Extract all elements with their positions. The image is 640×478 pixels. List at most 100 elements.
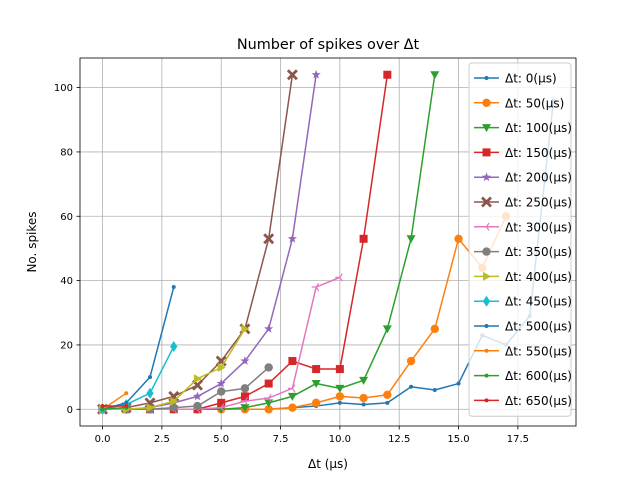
legend-item: Δt: 650(μs) [474,394,572,408]
legend-label: Δt: 600(μs) [505,369,572,383]
legend-item: Δt: 400(μs) [474,270,572,284]
x-tick-label: 17.5 [507,434,529,445]
data-point [191,379,203,391]
legend-label: Δt: 450(μs) [505,295,572,309]
data-point [217,398,226,407]
data-point [264,379,273,388]
data-point [263,233,275,245]
data-point [170,341,178,353]
legend-swatch-marker [482,124,491,133]
x-axis-label: Δt (μs) [308,457,348,471]
data-point [264,324,274,333]
data-point [337,400,342,405]
legend-swatch-marker [483,271,491,281]
x-tick-label: 5.0 [213,434,229,445]
legend-item: Δt: 600(μs) [474,369,572,383]
data-point [409,384,414,389]
data-point [359,234,368,243]
legend-item: Δt: 0(μs) [474,72,557,86]
data-point [240,392,249,401]
data-point [100,407,105,412]
data-point [385,400,390,405]
data-point [335,273,343,282]
legend-label: Δt: 400(μs) [505,270,572,284]
data-point [124,391,129,396]
legend-label: Δt: 300(μs) [505,220,572,234]
legend-item: Δt: 250(μs) [474,196,572,210]
series-13 [100,404,129,409]
legend-label: Δt: 650(μs) [505,394,572,408]
data-point [406,235,416,244]
legend-swatch-marker [482,148,491,157]
x-tick-label: 2.5 [154,434,170,445]
data-point [217,362,226,372]
data-point [430,71,440,80]
series-line [102,346,175,411]
data-point [456,381,461,386]
data-point [432,387,437,392]
legend-swatch-marker [482,222,490,231]
legend-label: Δt: 350(μs) [505,245,572,259]
legend-item: Δt: 350(μs) [474,245,572,259]
data-point [217,387,226,396]
data-point [311,380,321,389]
data-point [216,378,226,388]
y-tick-label: 0 [67,405,73,416]
data-point [264,363,273,372]
legend-label: Δt: 550(μs) [505,344,572,358]
legend-swatch-marker [484,348,489,353]
data-point [430,324,439,334]
data-point [286,69,298,81]
data-point [240,356,250,365]
y-axis-label: No. spikes [25,211,39,272]
data-point [311,398,321,408]
data-point [287,384,296,393]
legend-swatch-marker [484,373,489,378]
data-point [383,390,392,399]
data-point [171,285,176,290]
y-tick-label: 100 [54,83,73,94]
data-point [288,357,297,366]
data-point [311,69,321,79]
data-point [361,402,366,407]
legend-swatch-marker [484,324,489,328]
data-point [382,325,392,334]
y-tick-label: 20 [60,341,73,352]
plot-area-frame [79,57,577,427]
chart-title: Number of spikes over Δt [237,37,420,53]
data-point [335,392,345,401]
data-point [146,403,155,413]
x-tick-label: 7.5 [273,434,289,445]
legend-frame [468,62,572,417]
legend-swatch-marker [482,98,491,108]
data-point [359,376,369,385]
data-point [383,70,392,79]
legend-label: Δt: 50(μs) [505,96,564,110]
data-point [193,374,202,384]
legend-item: Δt: 150(μs) [474,146,572,160]
data-point [264,405,273,414]
x-tick-label: 12.5 [388,434,410,445]
data-point [240,404,250,413]
data-point [335,384,345,393]
legend-swatch-marker [481,196,492,208]
data-point [216,403,225,412]
x-tick-label: 15.0 [447,434,469,445]
data-point [454,234,463,243]
data-point [169,403,178,412]
data-point [100,404,105,409]
legend-label: Δt: 250(μs) [505,196,572,210]
data-point [146,387,154,399]
series-line [102,406,127,411]
data-point [287,233,297,243]
y-tick-label: 80 [60,148,73,159]
legend-item: Δt: 300(μs) [474,220,572,234]
x-tick-label: 10.0 [329,434,351,445]
legend-swatch-marker [481,172,492,182]
data-point [192,391,203,401]
legend-label: Δt: 0(μs) [505,72,557,86]
data-point [312,365,321,374]
legend-label: Δt: 150(μs) [505,146,572,160]
legend-item: Δt: 450(μs) [474,295,572,309]
